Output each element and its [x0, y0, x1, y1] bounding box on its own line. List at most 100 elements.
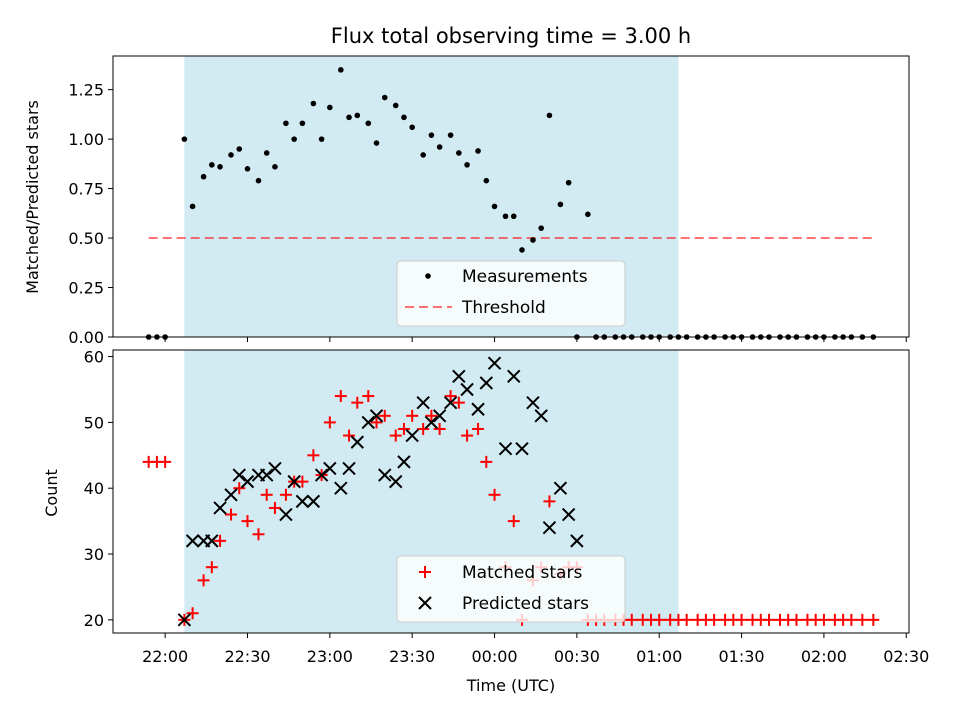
matched-point-24: [370, 416, 383, 429]
matched-point-52: [625, 613, 638, 626]
measurement-point-44: [557, 201, 564, 208]
legend-marker-measurements: [425, 273, 431, 279]
x-tick-label-5: 00:30: [554, 647, 600, 666]
predicted-point-5: [224, 488, 238, 502]
matched-point-32: [444, 390, 457, 403]
measurement-point-42: [538, 225, 544, 231]
ratio-y-tick-label-5: 1.25: [68, 81, 104, 100]
matched-point-22: [351, 396, 364, 409]
matched-point-14: [279, 488, 292, 501]
predicted-point-34: [487, 356, 502, 370]
count-y-tick-label-3: 50: [84, 413, 104, 432]
matched-point-37: [488, 488, 501, 501]
predicted-point-3: [205, 534, 219, 548]
count-panel: 20 30 40 50 60 22:00 22:30 23:00 23:30 00:00 00:3…: [42, 348, 929, 695]
measurement-point-34: [464, 162, 470, 168]
count-panel-frame: [112, 349, 910, 634]
legend-label-predicted: Predicted stars: [462, 594, 589, 614]
predicted-point-26: [416, 395, 430, 410]
predicted-point-6: [232, 468, 246, 482]
measurement-point-3: [181, 136, 188, 142]
predicted-point-11: [279, 507, 293, 522]
measurement-point-29: [420, 152, 426, 158]
measurement-point-22: [354, 112, 361, 119]
predicted-point-9: [260, 468, 274, 482]
measurement-point-41: [530, 237, 536, 243]
ratio-y-tick-label-2: 0.50: [68, 229, 104, 248]
x-tick-label-7: 01:30: [719, 647, 765, 666]
measurement-point-26: [392, 102, 399, 109]
count-y-tick-label-1: 30: [84, 545, 104, 564]
x-tick-label-9: 02:30: [883, 647, 929, 666]
matched-point-8: [225, 508, 238, 521]
measurement-point-43: [546, 112, 553, 119]
matched-point-64: [735, 613, 748, 626]
x-tick-label-2: 23:00: [307, 647, 353, 666]
predicted-point-27: [424, 415, 439, 430]
matched-point-31: [433, 422, 446, 435]
x-axis-label: Time (UTC): [466, 676, 555, 695]
matched-point-43: [543, 495, 556, 508]
matched-point-33: [452, 396, 465, 409]
ratio-panel-frame: [112, 55, 910, 338]
matched-point-9: [233, 482, 246, 495]
count-y-tick-label-4: 60: [84, 348, 104, 367]
chart-title: Flux total observing time = 3.00 h: [331, 24, 691, 48]
predicted-point-40: [542, 520, 557, 535]
matched-point-25: [378, 409, 391, 422]
ratio-y-axis-label: Matched/Predicted stars: [23, 100, 42, 294]
measurement-point-39: [510, 213, 517, 220]
legend-label-threshold: Threshold: [461, 298, 546, 318]
predicted-point-16: [323, 461, 337, 476]
predicted-point-18: [342, 461, 356, 476]
predicted-point-41: [553, 481, 568, 495]
matched-point-77: [856, 613, 869, 626]
measurement-point-31: [436, 144, 443, 150]
predicted-point-24: [397, 455, 411, 469]
matched-point-28: [406, 409, 419, 422]
matched-point-73: [817, 613, 830, 626]
count-y-tick-label-0: 20: [84, 611, 104, 630]
measurement-point-10: [244, 165, 251, 172]
predicted-point-23: [389, 474, 403, 489]
predicted-point-20: [361, 415, 375, 430]
x-tick-label-4: 00:00: [471, 647, 517, 666]
measurement-point-9: [236, 146, 243, 152]
matched-point-76: [845, 613, 858, 626]
measurement-point-5: [200, 173, 207, 180]
predicted-point-10: [268, 461, 282, 476]
x-tick-label-0: 22:00: [142, 647, 188, 666]
predicted-point-31: [460, 382, 474, 397]
predicted-point-35: [498, 442, 513, 456]
matched-point-30: [425, 409, 438, 422]
predicted-point-15: [314, 468, 329, 482]
predicted-point-13: [295, 494, 310, 509]
measurement-point-28: [409, 124, 415, 131]
matched-point-78: [867, 613, 880, 626]
count-x-ticks: 22:00 22:30 23:00 23:30 00:00 00:30 01:00 01:30…: [142, 633, 929, 666]
predicted-point-17: [334, 481, 348, 495]
ratio-y-tick-label-1: 0.25: [68, 279, 104, 298]
matched-point-16: [296, 475, 309, 488]
matched-point-17: [307, 449, 320, 462]
matched-point-5: [197, 574, 210, 587]
legend-marker-predicted: [418, 596, 432, 610]
measurement-point-25: [381, 94, 388, 101]
x-tick-label-8: 02:00: [801, 647, 847, 666]
measurement-point-32: [447, 132, 454, 138]
measurement-point-6: [209, 162, 215, 168]
matched-point-2: [159, 455, 172, 468]
predicted-point-43: [570, 534, 584, 548]
predicted-point-29: [443, 395, 458, 410]
predicted-point-25: [405, 428, 419, 443]
measurement-point-14: [283, 120, 289, 127]
measurement-point-35: [475, 148, 481, 154]
measurement-point-40: [519, 247, 525, 253]
measurement-point-18: [318, 136, 325, 142]
matched-point-4: [186, 607, 199, 620]
measurement-point-12: [263, 150, 270, 156]
predicted-point-39: [534, 409, 548, 423]
matched-point-12: [260, 488, 273, 501]
predicted-point-22: [378, 468, 392, 482]
